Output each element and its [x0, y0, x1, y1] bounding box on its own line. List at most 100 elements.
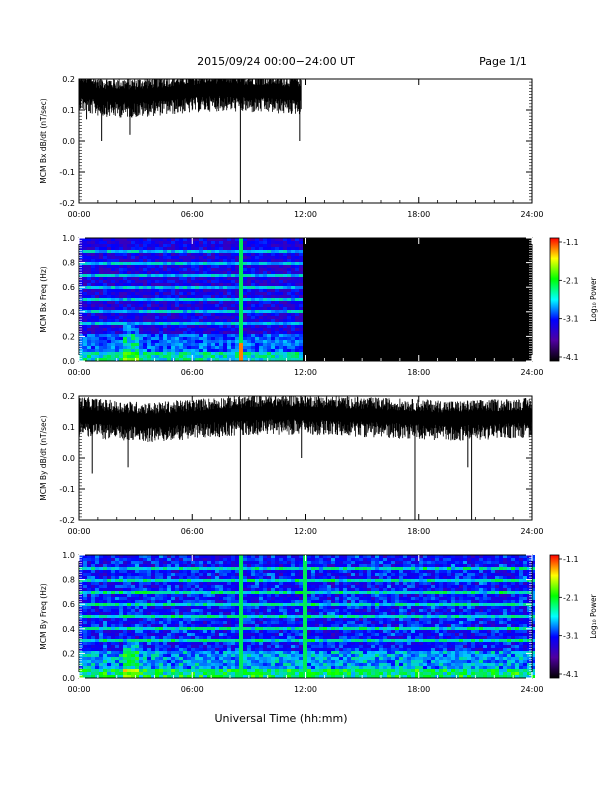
spectrogram-cell — [247, 310, 251, 313]
spectrogram-cell — [87, 627, 91, 630]
spectrogram-cell — [139, 265, 143, 268]
spectrogram-cell — [135, 301, 139, 304]
spectrogram-cell — [171, 558, 175, 561]
spectrogram-cell — [79, 660, 83, 663]
spectrogram-cell — [83, 316, 87, 319]
spectrogram-cell — [91, 271, 95, 274]
spectrogram-cell — [219, 654, 223, 657]
spectrogram-cell — [271, 657, 275, 660]
spectrogram-cell — [155, 630, 159, 633]
spectrogram-cell — [91, 316, 95, 319]
spectrogram-cell — [175, 322, 179, 325]
spectrogram-cell — [139, 355, 143, 358]
spectrogram-cell — [267, 606, 271, 609]
spectrogram-cell — [159, 591, 163, 594]
spectrogram-cell — [211, 277, 215, 280]
spectrogram-cell — [247, 265, 251, 268]
spectrogram-cell — [135, 558, 139, 561]
spectrogram-cell — [207, 286, 211, 289]
spectrogram-cell — [111, 609, 115, 612]
spectrogram-cell — [111, 280, 115, 283]
spectrogram-cell — [279, 573, 283, 576]
spectrogram-cell — [151, 286, 155, 289]
spectrogram-cell — [223, 343, 227, 346]
spectrogram-cell — [163, 346, 167, 349]
spectrogram-cell — [279, 277, 283, 280]
spectrogram-cell — [167, 331, 171, 334]
spectrogram-cell — [227, 310, 231, 313]
spectrogram-cell — [127, 271, 131, 274]
spectrogram-cell — [191, 630, 195, 633]
x-tick-label: 06:00 — [181, 368, 204, 377]
spectrogram-cell — [283, 328, 287, 331]
spectrogram-cell — [263, 651, 267, 654]
spectrogram-cell — [135, 295, 139, 298]
spectrogram-cell — [263, 639, 267, 642]
spectrogram-cell — [151, 343, 155, 346]
spectrogram-cell — [163, 274, 167, 277]
spectrogram-cell — [267, 343, 271, 346]
spectrogram-cell — [151, 274, 155, 277]
spectrogram-cell — [131, 639, 135, 642]
spectrogram-cell — [95, 564, 99, 567]
spectrogram-cell — [243, 561, 247, 564]
spectrogram-cell — [159, 346, 163, 349]
spectrogram-cell — [167, 624, 171, 627]
spectrogram-cell — [127, 594, 131, 597]
spectrogram-cell — [99, 651, 103, 654]
spectrogram-cell — [235, 627, 239, 630]
spectrogram-cell — [287, 244, 291, 247]
spectrogram-cell — [147, 612, 151, 615]
y-tick-label: -0.2 — [59, 516, 75, 525]
spectrogram-cell — [99, 666, 103, 669]
spectrogram-cell — [147, 594, 151, 597]
spectrogram-cell — [95, 274, 99, 277]
spectrogram-cell — [151, 576, 155, 579]
spectrogram-cell — [187, 301, 191, 304]
spectrogram-cell — [223, 334, 227, 337]
spectrogram-cell — [207, 259, 211, 262]
spectrogram-cell — [131, 558, 135, 561]
spectrogram-cell — [131, 663, 135, 666]
spectrogram-cell — [131, 588, 135, 591]
spectrogram-cell — [203, 289, 207, 292]
spectrogram-cell — [131, 310, 135, 313]
spectrogram-cell — [207, 579, 211, 582]
spectrogram-cell — [195, 256, 199, 259]
spectrogram-cell — [187, 612, 191, 615]
spectrogram-cell — [127, 660, 131, 663]
spectrogram-cell — [163, 588, 167, 591]
spectrogram-cell — [215, 277, 219, 280]
spectrogram-cell — [107, 666, 111, 669]
spectrogram-cell — [267, 603, 271, 606]
spectrogram-cell — [215, 600, 219, 603]
spectrogram-cell — [167, 630, 171, 633]
spectrogram-cell — [255, 286, 259, 289]
spectrogram-cell — [111, 349, 115, 352]
spectrogram-cell — [247, 340, 251, 343]
spectrogram-cell — [187, 621, 191, 624]
spectrogram-cell — [215, 624, 219, 627]
spectrogram-cell — [107, 582, 111, 585]
spectrogram-cell — [187, 304, 191, 307]
spectrogram-cell — [287, 319, 291, 322]
spectrogram-cell — [119, 313, 123, 316]
spectrogram-cell — [83, 283, 87, 286]
spectrogram-cell — [179, 651, 183, 654]
spectrogram-cell — [227, 247, 231, 250]
spectrogram-cell — [271, 343, 275, 346]
spectrogram-cell — [95, 349, 99, 352]
spectrogram-cell — [295, 292, 299, 295]
spectrogram-cell — [259, 594, 263, 597]
spectrogram-cell — [195, 609, 199, 612]
spectrogram-cell — [267, 630, 271, 633]
spectrogram-cell — [219, 615, 223, 618]
spectrogram-cell — [175, 573, 179, 576]
spectrogram-cell — [235, 256, 239, 259]
spectrogram-cell — [151, 573, 155, 576]
spectrogram-cell — [131, 319, 135, 322]
spectrogram-cell — [175, 244, 179, 247]
spectrogram-cell — [191, 585, 195, 588]
spectrogram-cell — [179, 286, 183, 289]
spectrogram-cell — [187, 615, 191, 618]
